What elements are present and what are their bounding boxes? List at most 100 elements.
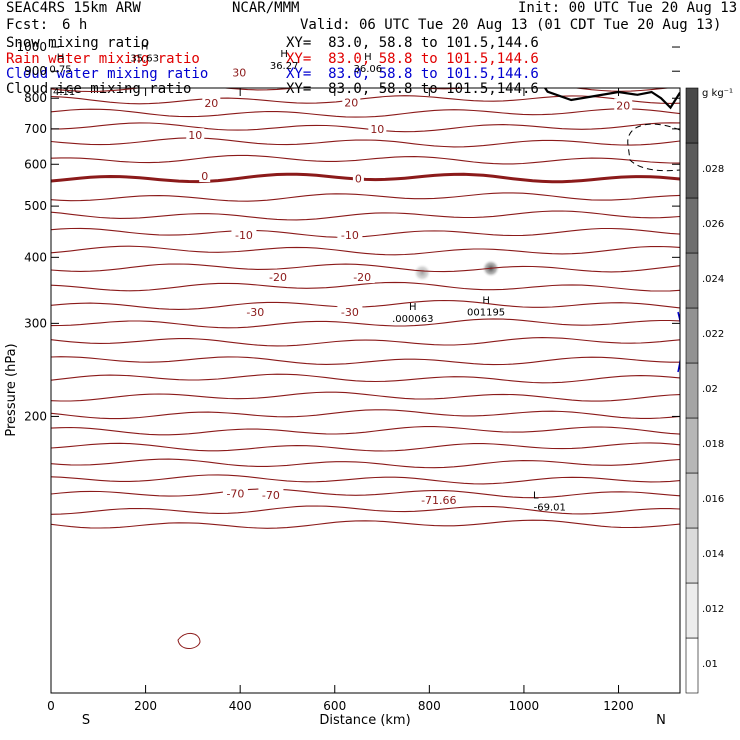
label-mask: [342, 95, 361, 109]
marker-value: 36.27: [270, 61, 299, 72]
marker-letter: H: [482, 296, 490, 307]
colorbar-segment: [685, 472, 699, 529]
isotherm-label: -10: [235, 229, 253, 242]
label-mask: [337, 227, 363, 241]
isotherm-line: [51, 154, 680, 165]
valid-time: Valid: 06 UTC Tue 20 Aug 13 (01 CDT Tue …: [300, 17, 722, 33]
colorbar-segment: [685, 527, 699, 584]
field-1-name: Rain water mixing ratio: [6, 51, 200, 67]
label-mask: [230, 65, 249, 79]
marker-value: 35.63: [130, 53, 159, 64]
isotherm-label: 30: [232, 66, 246, 79]
corner-value: 4.11: [53, 87, 75, 98]
label-mask: [242, 305, 268, 319]
isotherm-line: [51, 227, 680, 238]
isotherm-line: [51, 299, 680, 310]
label-mask: [614, 98, 633, 112]
closed-contour: [177, 633, 201, 649]
isotherm-line: [51, 108, 680, 118]
isotherm-line: [51, 391, 680, 402]
y-tick-label: 900: [24, 64, 47, 78]
y-tick-label: 600: [24, 157, 47, 171]
isotherm-line: [51, 137, 680, 148]
fcst-label: Fcst:: [6, 17, 49, 33]
label-mask: [258, 488, 284, 502]
marker-value: -69.01: [534, 502, 566, 513]
marker-value: 0.75: [49, 65, 71, 76]
colorbar-label: .028: [702, 164, 724, 175]
colorbar-label: .026: [702, 219, 724, 230]
dashed-contour: [627, 123, 680, 172]
hydrometeor-cell: [413, 263, 432, 282]
x-tick-label: 800: [418, 699, 441, 713]
field-0-xy: XY= 83.0, 58.8 to 101.5,144.6: [286, 35, 539, 51]
colorbar-segment: [685, 582, 699, 639]
y-axis-title: Pressure (hPa): [4, 343, 19, 436]
marker-letter: H: [364, 52, 372, 63]
isotherm-line: [51, 488, 680, 499]
isotherm-line: [51, 442, 680, 452]
isotherm-line: [51, 281, 680, 292]
cloud-water-contour: [677, 311, 680, 373]
isotherm-line: [51, 245, 680, 256]
isotherm-line: [51, 505, 680, 515]
colorbar-label: .022: [702, 329, 724, 340]
isotherm-line: [51, 210, 680, 221]
left-endpoint: S: [82, 713, 90, 728]
y-tick-label: 700: [24, 122, 47, 136]
isotherm-line: [51, 356, 680, 366]
colorbar-segment: [685, 307, 699, 364]
label-mask: [186, 128, 205, 142]
right-endpoint: N: [656, 713, 666, 728]
isotherm-label: 20: [616, 100, 630, 113]
isotherm-line: [51, 426, 680, 436]
field-3-xy: XY= 83.0, 58.8 to 101.5,144.6: [286, 81, 539, 97]
marker-letter: H: [409, 302, 417, 313]
isotherm-label: 10: [370, 123, 384, 136]
terrain-line: [543, 88, 680, 110]
y-tick-label: 400: [24, 250, 47, 264]
colorbar-segment: [685, 142, 699, 199]
field-2-name: Cloud water mixing ratio: [6, 66, 209, 82]
marker-value: 001195: [467, 308, 505, 319]
label-mask: [199, 169, 211, 183]
isotherm-label: 0: [201, 170, 208, 183]
colorbar-segment: [685, 637, 699, 694]
y-tick-label: 800: [24, 91, 47, 105]
marker-value: .000063: [392, 314, 433, 325]
plot-frame: [50, 87, 681, 694]
marker-letter: L: [533, 490, 539, 501]
label-mask: [265, 270, 291, 284]
y-tick-label: 200: [24, 409, 47, 423]
marker-value: 36.06: [354, 64, 383, 75]
x-tick-label: 0: [47, 699, 55, 713]
isotherm-line: [51, 172, 680, 184]
colorbar-label: .012: [702, 604, 724, 615]
isotherm-label: -20: [269, 271, 287, 284]
isotherm-label: -71.66: [421, 494, 456, 507]
y-tick-label: 300: [24, 316, 47, 330]
fcst-value: 6 h: [62, 17, 88, 33]
isotherm-line: [51, 458, 680, 469]
isotherm-label: -70: [262, 489, 280, 502]
isotherm-line: [51, 192, 680, 202]
label-mask: [368, 122, 387, 136]
isotherm-label: -30: [246, 306, 264, 319]
marker-letter: H: [57, 53, 65, 64]
isotherm-line: [51, 373, 680, 384]
isotherm-label: -20: [353, 271, 371, 284]
isotherm-line: [51, 263, 680, 273]
isotherm-label: 20: [204, 97, 218, 110]
colorbar: .01 .012 .014 .016 .018 .02 .022 .024 .026 .028 g …: [685, 87, 733, 694]
field-1-xy: XY= 83.0, 58.8 to 101.5,144.6: [286, 51, 539, 67]
colorbar-label: .02: [702, 384, 718, 395]
label-mask: [415, 492, 462, 506]
isotherm-layer: [51, 88, 680, 529]
isotherm-label: 20: [344, 96, 358, 109]
isotherm-line: [51, 318, 680, 329]
label-mask: [349, 270, 375, 284]
isotherm-label: -70: [226, 487, 244, 500]
init-time: Init: 00 UTC Tue 20 Aug 13: [518, 0, 738, 16]
colorbar-label: .01: [702, 659, 718, 670]
